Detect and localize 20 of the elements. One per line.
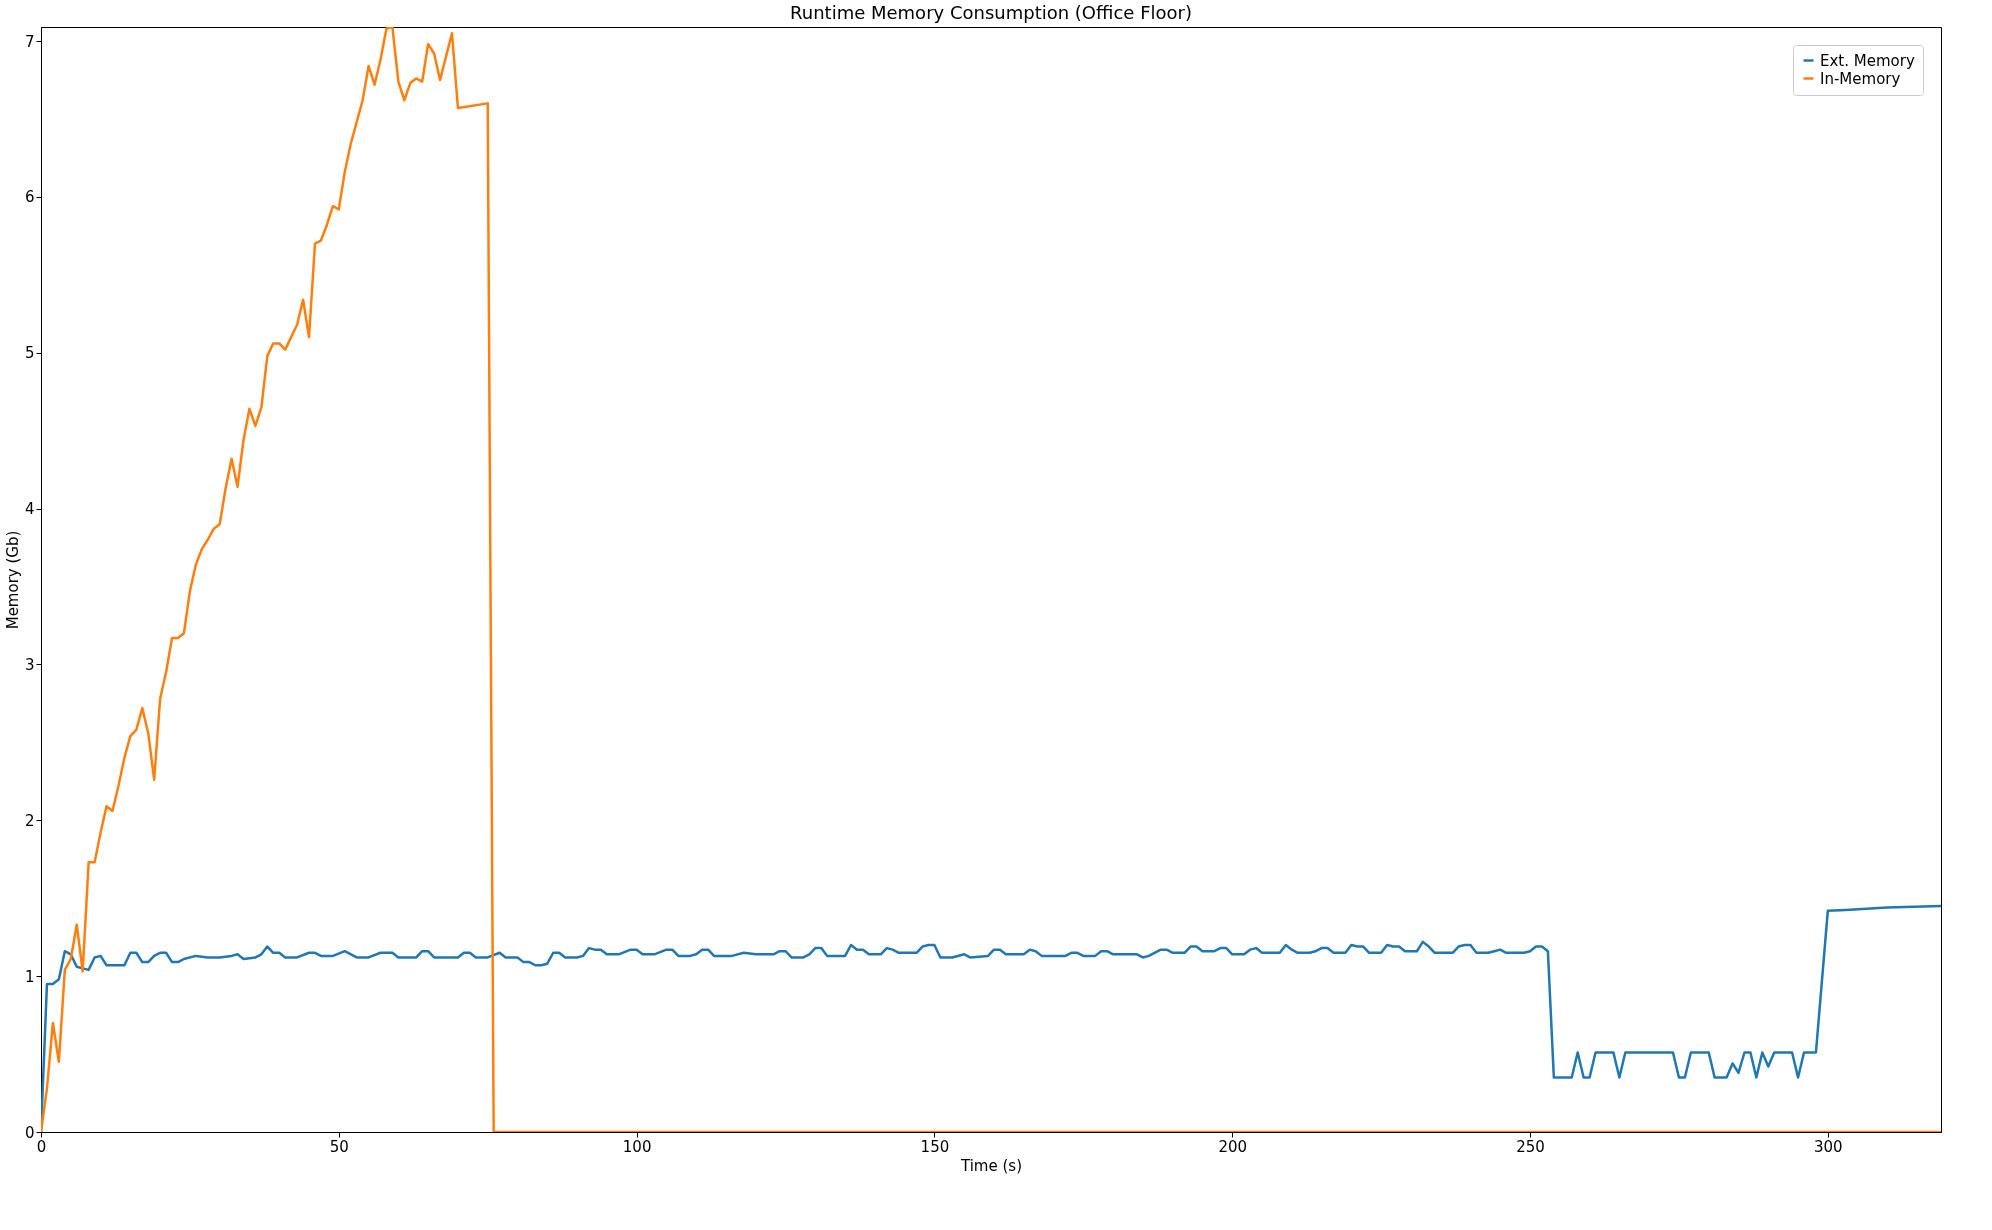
- x-tick-label: 0: [36, 1137, 47, 1156]
- chart-title: Runtime Memory Consumption (Office Floor): [790, 2, 1192, 23]
- y-tick-label: 1: [24, 967, 35, 986]
- x-tick-label: 100: [622, 1137, 652, 1156]
- legend-label: Ext. Memory: [1820, 51, 1915, 70]
- legend-label: In-Memory: [1820, 69, 1901, 88]
- y-tick-label: 3: [24, 655, 35, 674]
- x-axis-title: Time (s): [960, 1156, 1022, 1175]
- x-tick-label: 200: [1218, 1137, 1248, 1156]
- x-tick-label: 300: [1814, 1137, 1843, 1156]
- y-tick-label: 4: [24, 500, 35, 519]
- x-tick-label: 150: [920, 1137, 950, 1156]
- y-axis-title: Memory (Gb): [3, 530, 22, 630]
- y-tick-label: 0: [24, 1123, 35, 1142]
- x-tick-label: 50: [329, 1137, 349, 1156]
- y-tick-label: 7: [24, 32, 35, 51]
- y-tick-label: 6: [24, 188, 35, 207]
- y-tick-label: 5: [24, 344, 35, 363]
- x-tick-label: 250: [1516, 1137, 1545, 1156]
- y-tick-label: 2: [24, 811, 35, 830]
